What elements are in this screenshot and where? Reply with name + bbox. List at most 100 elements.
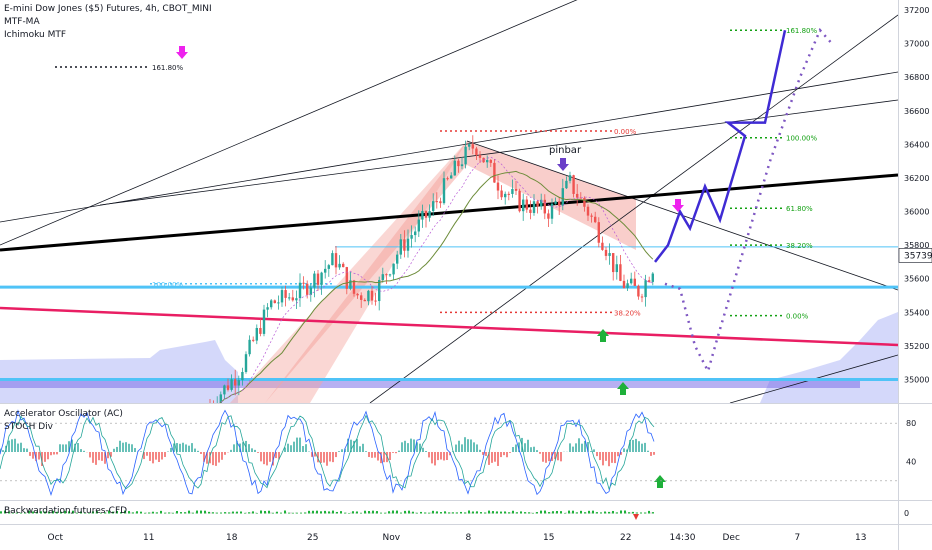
- cfd-bar: [436, 511, 438, 514]
- candle-body: [651, 273, 654, 282]
- candle-body: [435, 201, 438, 203]
- indicator-mtf-ma: MTF-MA: [4, 17, 40, 27]
- green-up-arrow: [597, 329, 609, 342]
- cfd-bar: [516, 512, 518, 514]
- osc-y-tick: 40: [906, 458, 916, 467]
- cfd-bar: [72, 510, 74, 514]
- candle-body: [518, 190, 521, 212]
- candle-body: [529, 209, 532, 213]
- candle-body: [284, 290, 287, 298]
- cfd-bar: [520, 511, 522, 514]
- candle-body: [324, 268, 327, 273]
- cfd-bar: [392, 510, 394, 514]
- cfd-bar: [496, 511, 498, 514]
- trendline-thick: [0, 173, 898, 252]
- cfd-bar: [244, 512, 246, 514]
- chart-legend: E-mini Dow Jones ($5) Futures, 4h, CBOT_…: [4, 3, 212, 42]
- candle-body: [302, 282, 305, 284]
- cfd-bar: [272, 512, 274, 514]
- cfd-bar: [528, 512, 530, 514]
- x-tick-label: Dec: [723, 533, 740, 543]
- candle-body: [331, 253, 334, 266]
- candle-body: [403, 239, 406, 251]
- candle-body: [424, 211, 428, 218]
- x-tick-label: Oct: [48, 533, 64, 543]
- x-tick-label: 14:30: [670, 533, 696, 543]
- ma-line-green: [219, 170, 654, 403]
- candle-body: [277, 302, 280, 304]
- cfd-bar: [28, 510, 30, 514]
- candle-body: [352, 280, 356, 294]
- cfd-bar: [132, 512, 134, 514]
- candle-body: [550, 203, 554, 219]
- cfd-bar: [640, 512, 642, 514]
- candle-body: [622, 280, 626, 288]
- candle-body: [295, 298, 298, 301]
- cfd-bar: [20, 512, 22, 514]
- candle-body: [648, 280, 651, 282]
- candle-body: [543, 199, 546, 214]
- candle-body: [583, 197, 586, 207]
- candle-body: [381, 274, 384, 281]
- candle-body: [572, 175, 575, 194]
- cfd-bar: [184, 512, 186, 514]
- cfd-bar: [164, 512, 166, 514]
- candle-body: [334, 253, 338, 268]
- x-tick-label: 25: [307, 533, 318, 543]
- cfd-bar: [348, 512, 350, 514]
- cfd-bar: [276, 511, 278, 514]
- candle-body: [522, 199, 525, 212]
- y-tick-label: 36400: [904, 140, 929, 149]
- cfd-bar: [556, 511, 558, 514]
- cfd-bar: [560, 511, 562, 514]
- red-trendline: [0, 306, 898, 347]
- cfd-bar: [616, 512, 618, 514]
- cfd-bar: [428, 512, 430, 514]
- cfd-bar: [552, 511, 554, 514]
- fib-label-left: 38.20%: [614, 309, 641, 317]
- candle-body: [471, 144, 474, 149]
- candle-body: [374, 300, 377, 302]
- trendline-steep: [369, 14, 898, 403]
- cfd-bar: [8, 511, 10, 514]
- cfd-y-tick: 0: [904, 509, 909, 518]
- cfd-bar: [36, 511, 38, 514]
- candle-body: [230, 379, 233, 390]
- cfd-bar: [116, 510, 118, 514]
- cfd-bar: [32, 511, 34, 514]
- cfd-bar: [68, 511, 70, 514]
- cfd-bar: [0, 511, 2, 514]
- cfd-bar: [644, 512, 646, 514]
- cfd-bar: [312, 510, 314, 514]
- candle-body: [313, 273, 316, 288]
- candle-body: [637, 285, 640, 297]
- cfd-bar: [192, 512, 194, 514]
- candle-body: [219, 394, 222, 403]
- magenta-down-arrow: [672, 199, 684, 212]
- candle-body: [255, 327, 258, 341]
- cfd-bar: [24, 512, 26, 514]
- cfd-bar: [280, 512, 282, 514]
- candle-body: [360, 295, 363, 300]
- candle-body: [223, 385, 226, 395]
- cfd-bar: [300, 512, 302, 514]
- cfd-bar: [524, 512, 526, 514]
- cfd-bar: [240, 511, 242, 514]
- x-tick-label: 13: [855, 533, 866, 543]
- candle-body: [388, 274, 392, 276]
- cfd-bar: [228, 512, 230, 514]
- cfd-bar: [396, 510, 398, 514]
- candle-body: [619, 264, 622, 281]
- cfd-bar: [144, 512, 146, 514]
- cfd-bar: [88, 512, 90, 514]
- candle-body: [496, 182, 500, 191]
- candle-body: [478, 155, 482, 158]
- candle-body: [234, 379, 237, 386]
- cfd-bar: [580, 510, 582, 514]
- candle-body: [586, 206, 590, 216]
- candle-body: [262, 309, 266, 334]
- candle-body: [345, 267, 348, 289]
- cfd-bar: [248, 512, 250, 514]
- candle-body: [270, 300, 273, 308]
